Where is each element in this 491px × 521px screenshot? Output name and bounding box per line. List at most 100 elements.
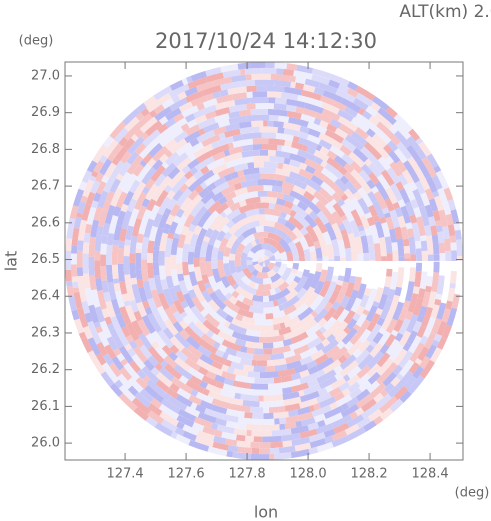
echo-cell [397, 215, 407, 228]
echo-cell [167, 232, 175, 240]
echo-cell [284, 176, 295, 185]
echo-cell [283, 304, 297, 316]
echo-cell [193, 143, 214, 159]
echo-cell [328, 386, 342, 398]
echo-cell [280, 432, 301, 442]
echo-cell [321, 101, 329, 110]
echo-cell [246, 103, 256, 110]
echo-cell [384, 197, 395, 212]
echo-cell [233, 182, 243, 191]
echo-cell [329, 118, 342, 129]
echo-cell [187, 321, 196, 329]
echo-cell [363, 141, 383, 161]
echo-cell [88, 236, 96, 257]
echo-cell [197, 117, 216, 130]
echo-cell [270, 277, 285, 290]
echo-cell [121, 293, 130, 303]
echo-cell [123, 245, 131, 257]
echo-cell [127, 347, 137, 358]
echo-cell [384, 276, 392, 288]
echo-cell [398, 256, 405, 261]
echo-cell [371, 313, 381, 324]
echo-cell [320, 269, 328, 278]
echo-cell [173, 363, 193, 381]
echo-cell [447, 287, 456, 302]
echo-cell [353, 191, 363, 201]
echo-cell [76, 250, 83, 268]
echo-cell [174, 332, 191, 350]
echo-cell [195, 404, 207, 414]
echo-cell [293, 256, 300, 261]
echo-cell [309, 438, 327, 449]
echo-cell [277, 162, 284, 170]
echo-cell [225, 219, 235, 229]
echo-cell [183, 213, 195, 228]
echo-cell [347, 381, 361, 394]
echo-cell [322, 175, 338, 190]
echo-cell [270, 272, 282, 283]
echo-cell [258, 395, 264, 402]
echo-cell [179, 183, 189, 193]
echo-cell [392, 301, 405, 321]
echo-cell [199, 256, 206, 262]
echo-cell [409, 214, 418, 224]
echo-cell [274, 79, 292, 88]
echo-cell [321, 338, 339, 355]
echo-cell [290, 331, 309, 345]
echo-cell [70, 253, 77, 265]
echo-cell [293, 70, 313, 80]
echo-cell [296, 303, 309, 315]
echo-cell [331, 222, 344, 242]
echo-cell [329, 198, 338, 207]
echo-cell [328, 259, 335, 261]
echo-cell [189, 375, 202, 386]
echo-cell [438, 209, 448, 228]
echo-cell [265, 62, 275, 69]
echo-cell [233, 428, 247, 436]
echo-cell [211, 246, 219, 259]
echo-cell [441, 324, 452, 340]
echo-cell [412, 320, 423, 333]
echo-cell [239, 357, 253, 366]
echo-cell [210, 422, 219, 431]
echo-cell [426, 317, 436, 330]
echo-cell [256, 271, 269, 279]
echo-cell [76, 212, 83, 219]
echo-cell [438, 242, 446, 254]
echo-cell [142, 153, 153, 164]
echo-cell [197, 338, 213, 352]
echo-cell [90, 180, 101, 194]
echo-cell [318, 396, 337, 409]
echo-cell [175, 208, 185, 218]
echo-cell [318, 82, 338, 95]
echo-cell [196, 81, 214, 92]
echo-cell [316, 441, 334, 453]
echo-cell [128, 339, 138, 350]
echo-cell [369, 260, 376, 261]
echo-cell [195, 391, 214, 404]
echo-cell [340, 203, 355, 223]
echo-cell [282, 391, 300, 401]
echo-cell [378, 330, 391, 346]
echo-cell [396, 373, 404, 381]
echo-cell [372, 200, 385, 219]
echo-cell [268, 202, 276, 210]
echo-cell [436, 275, 445, 295]
echo-cell [285, 272, 297, 286]
echo-cell [87, 350, 103, 370]
echo-cell [239, 345, 248, 353]
echo-cell [299, 428, 318, 439]
echo-cell [234, 299, 251, 312]
echo-cell [322, 90, 344, 104]
echo-cell [136, 233, 144, 244]
echo-cell [153, 227, 164, 247]
echo-cell [117, 248, 125, 264]
echo-cell [98, 209, 108, 227]
echo-cell [169, 138, 188, 155]
echo-cell [134, 128, 144, 139]
echo-cell [428, 198, 439, 212]
echo-cell [297, 406, 311, 416]
echo-cell [259, 448, 271, 455]
echo-cell [79, 292, 87, 303]
echo-cell [91, 170, 99, 178]
